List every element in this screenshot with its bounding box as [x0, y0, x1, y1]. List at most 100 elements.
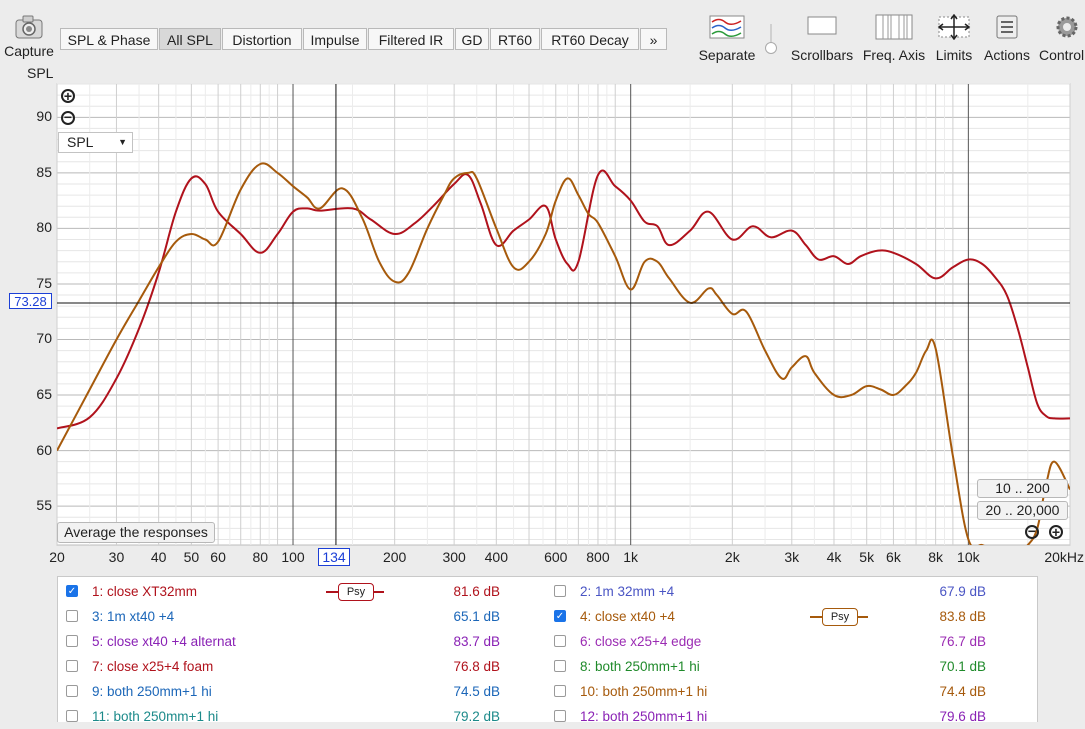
- tab-rt60-decay[interactable]: RT60 Decay: [541, 28, 639, 50]
- x-tick-label: 800: [586, 549, 610, 565]
- legend-value: 76.8 dB: [453, 659, 500, 674]
- legend-value: 65.1 dB: [453, 609, 500, 624]
- x-tick-label: 2k: [724, 549, 740, 565]
- legend-value: 74.4 dB: [939, 684, 986, 699]
- legend-item[interactable]: 8: both 250mm+1 hi 70.1 dB: [554, 655, 1034, 679]
- legend-value: 70.1 dB: [939, 659, 986, 674]
- tab-spl-phase[interactable]: SPL & Phase: [60, 28, 158, 50]
- actions-button[interactable]: Actions: [980, 14, 1034, 63]
- y-axis-title: SPL: [27, 65, 54, 81]
- legend-value: 81.6 dB: [453, 584, 500, 599]
- y-axis-dropdown-value: SPL: [67, 134, 94, 150]
- legend-checkbox[interactable]: [554, 685, 566, 697]
- tab-rt60[interactable]: RT60: [490, 28, 540, 50]
- range-10-200-button[interactable]: 10 .. 200: [977, 479, 1068, 498]
- zoom-in-x-icon[interactable]: +: [1049, 525, 1063, 539]
- chart-series: [57, 162, 1070, 545]
- y-tick-label: 70: [36, 330, 52, 347]
- legend-checkbox[interactable]: [554, 710, 566, 722]
- freq-axis-icon: [875, 14, 913, 40]
- legend-item[interactable]: 11: both 250mm+1 hi 79.2 dB: [66, 705, 546, 729]
- x-tick-label: 80: [252, 549, 269, 565]
- legend-item[interactable]: 7: close x25+4 foam 76.8 dB: [66, 655, 546, 679]
- range-20-20000-button[interactable]: 20 .. 20,000: [977, 501, 1068, 520]
- psy-smoothing-badge[interactable]: Psy: [810, 608, 868, 626]
- separate-slider[interactable]: [765, 24, 777, 54]
- legend-label: 9: both 250mm+1 hi: [92, 684, 212, 699]
- legend-item[interactable]: 5: close xt40 +4 alternat 83.7 dB: [66, 630, 546, 654]
- freq-axis-button[interactable]: Freq. Axis: [860, 14, 928, 63]
- y-tick-label: 85: [36, 163, 52, 180]
- average-responses-button[interactable]: Average the responses: [57, 522, 215, 543]
- limits-label: Limits: [935, 47, 973, 63]
- legend-checkbox[interactable]: [554, 660, 566, 672]
- legend-checkbox[interactable]: [554, 585, 566, 597]
- cursor-freq-label: 134: [318, 548, 350, 566]
- capture-button[interactable]: Capture: [2, 14, 56, 59]
- legend-label: 5: close xt40 +4 alternat: [92, 634, 236, 649]
- legend-item[interactable]: 3: 1m xt40 +4 65.1 dB: [66, 605, 546, 629]
- legend-checkbox[interactable]: [554, 635, 566, 647]
- legend-checkbox[interactable]: [66, 685, 78, 697]
- legend-label: 11: both 250mm+1 hi: [92, 709, 219, 724]
- scrollbars-icon: [807, 16, 837, 35]
- tab-filtered-ir[interactable]: Filtered IR: [368, 28, 454, 50]
- scrollbars-label: Scrollbars: [790, 47, 854, 63]
- y-tick-label: 80: [36, 219, 52, 236]
- zoom-out-y-icon[interactable]: −: [61, 110, 75, 125]
- tab-distortion[interactable]: Distortion: [222, 28, 302, 50]
- chevron-down-icon: ▼: [118, 137, 127, 147]
- x-tick-label: 200: [382, 549, 407, 565]
- legend-item[interactable]: ✓ 1: close XT32mm Psy 81.6 dB: [66, 580, 546, 604]
- chart-cursor: [57, 84, 1070, 545]
- psy-smoothing-badge[interactable]: Psy: [326, 583, 384, 601]
- freq-axis-label: Freq. Axis: [862, 47, 926, 63]
- y-axis-dropdown[interactable]: SPL ▼: [58, 132, 133, 153]
- legend-label: 12: both 250mm+1 hi: [580, 709, 708, 724]
- controls-button[interactable]: Control: [1036, 14, 1085, 63]
- zoom-in-y-icon[interactable]: +: [61, 89, 75, 103]
- x-tick-label: 5k: [859, 549, 875, 565]
- legend-item[interactable]: 6: close x25+4 edge 76.7 dB: [554, 630, 1034, 654]
- scrollbars-button[interactable]: Scrollbars: [786, 14, 858, 63]
- legend-item[interactable]: 12: both 250mm+1 hi 79.6 dB: [554, 705, 1034, 729]
- x-tick-label: 4k: [826, 549, 842, 565]
- legend-label: 1: close XT32mm: [92, 584, 198, 599]
- legend-checkbox[interactable]: ✓: [66, 585, 78, 597]
- x-tick-label: 50: [183, 549, 200, 565]
- x-tick-label: 600: [544, 549, 568, 565]
- tabs-overflow-button[interactable]: »: [640, 28, 667, 50]
- x-tick-label: 40: [150, 549, 167, 565]
- separate-label: Separate: [698, 47, 756, 63]
- tab-all-spl[interactable]: All SPL: [159, 28, 221, 50]
- x-tick-label: 20kHz: [1044, 549, 1084, 565]
- legend-checkbox[interactable]: [66, 610, 78, 622]
- legend-checkbox[interactable]: [66, 710, 78, 722]
- x-tick-label: 6k: [886, 549, 901, 565]
- zoom-out-x-icon[interactable]: −: [1025, 524, 1039, 539]
- legend-item[interactable]: ✓ 4: close xt40 +4 Psy 83.8 dB: [554, 605, 1034, 629]
- limits-button[interactable]: Limits: [930, 13, 978, 63]
- actions-icon: [996, 15, 1018, 39]
- x-tick-label: 20: [49, 549, 65, 565]
- y-tick-label: 65: [36, 386, 52, 403]
- legend-checkbox[interactable]: [66, 635, 78, 647]
- legend-checkbox[interactable]: ✓: [554, 610, 566, 622]
- legend-checkbox[interactable]: [66, 660, 78, 672]
- legend-item[interactable]: 10: both 250mm+1 hi 74.4 dB: [554, 680, 1034, 704]
- legend-item[interactable]: 9: both 250mm+1 hi 74.5 dB: [66, 680, 546, 704]
- gear-icon: [1056, 16, 1078, 38]
- measurement-legend: ✓ 1: close XT32mm Psy 81.6 dB 2: 1m 32mm +4 6…: [57, 576, 1038, 724]
- legend-item[interactable]: 2: 1m 32mm +4 67.9 dB: [554, 580, 1034, 604]
- psy-label: Psy: [822, 608, 858, 626]
- limits-icon: [937, 13, 971, 41]
- tab-impulse[interactable]: Impulse: [303, 28, 367, 50]
- cursor-value-label: 73.28: [9, 293, 52, 309]
- tab-gd[interactable]: GD: [455, 28, 489, 50]
- separate-button[interactable]: Separate: [696, 14, 758, 63]
- x-tick-label: 8k: [928, 549, 944, 565]
- y-tick-label: 55: [36, 497, 52, 514]
- y-tick-label: 75: [36, 274, 52, 291]
- legend-value: 76.7 dB: [939, 634, 986, 649]
